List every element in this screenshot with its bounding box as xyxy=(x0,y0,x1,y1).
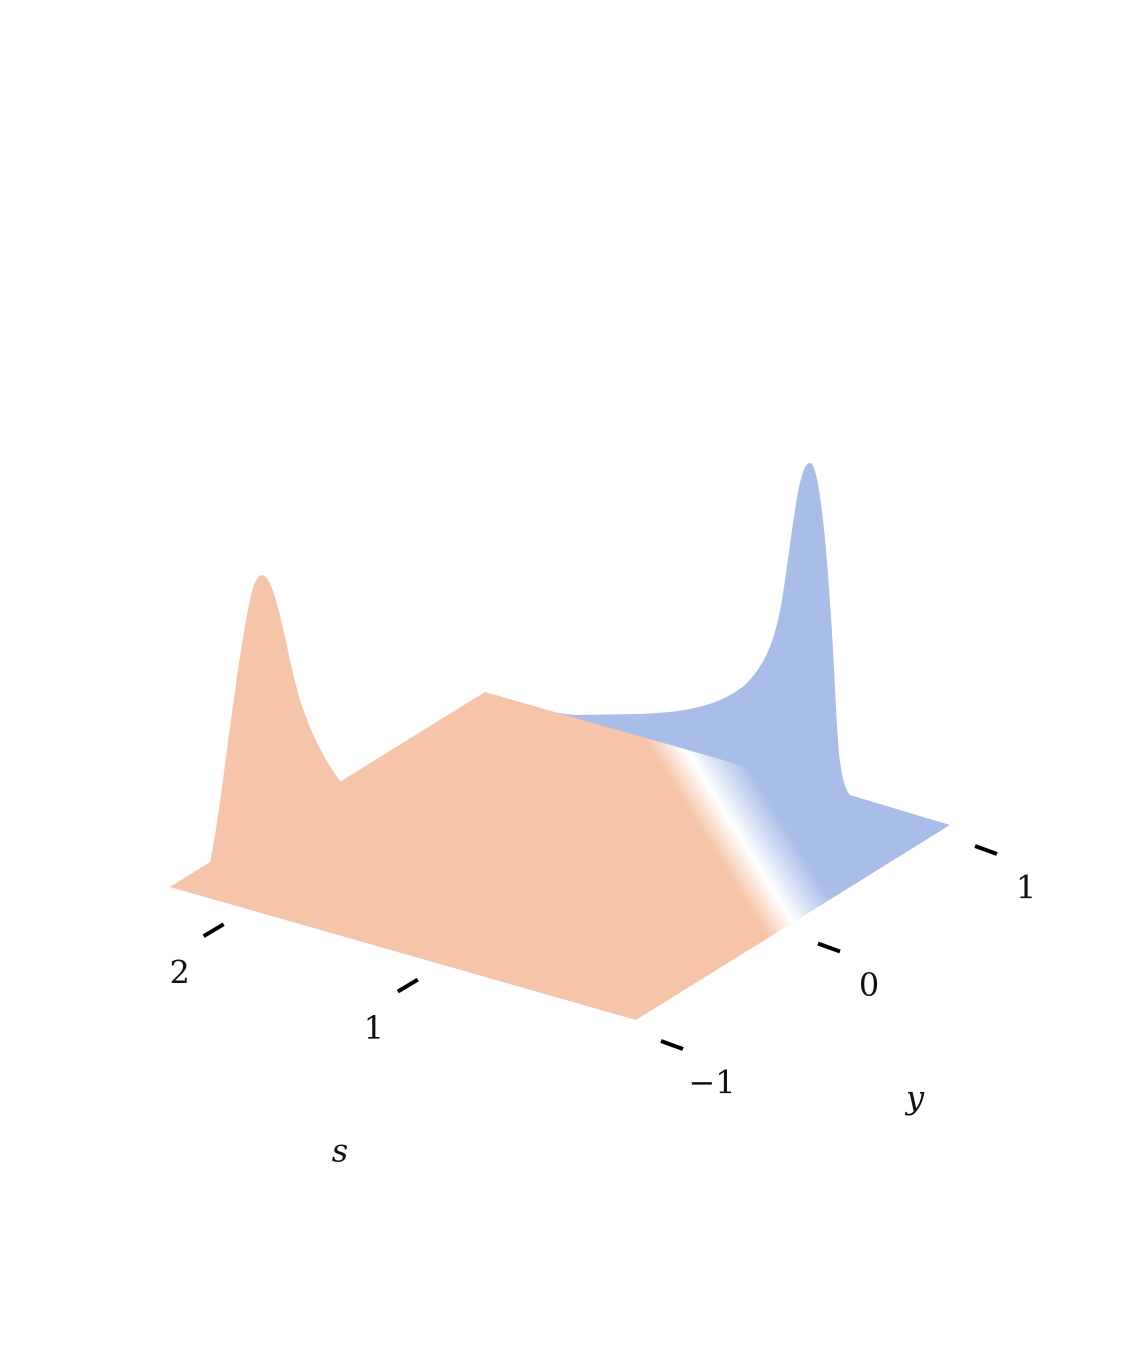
y-tick-label: 0 xyxy=(859,966,879,1004)
y-tick-label: 1 xyxy=(1016,869,1036,907)
y-tick xyxy=(974,844,998,856)
y-tick-label: −1 xyxy=(688,1064,735,1102)
x-tick xyxy=(202,922,225,938)
x-tick-label: 2 xyxy=(169,954,189,992)
x-axis-label: s xyxy=(332,1132,348,1170)
y-tick xyxy=(817,941,841,954)
surface-front-peak xyxy=(170,575,490,975)
y-axis-label: y xyxy=(904,1079,925,1117)
x-tick-label: 1 xyxy=(364,1009,384,1047)
x-tick xyxy=(396,977,419,994)
y-tick xyxy=(660,1039,684,1051)
